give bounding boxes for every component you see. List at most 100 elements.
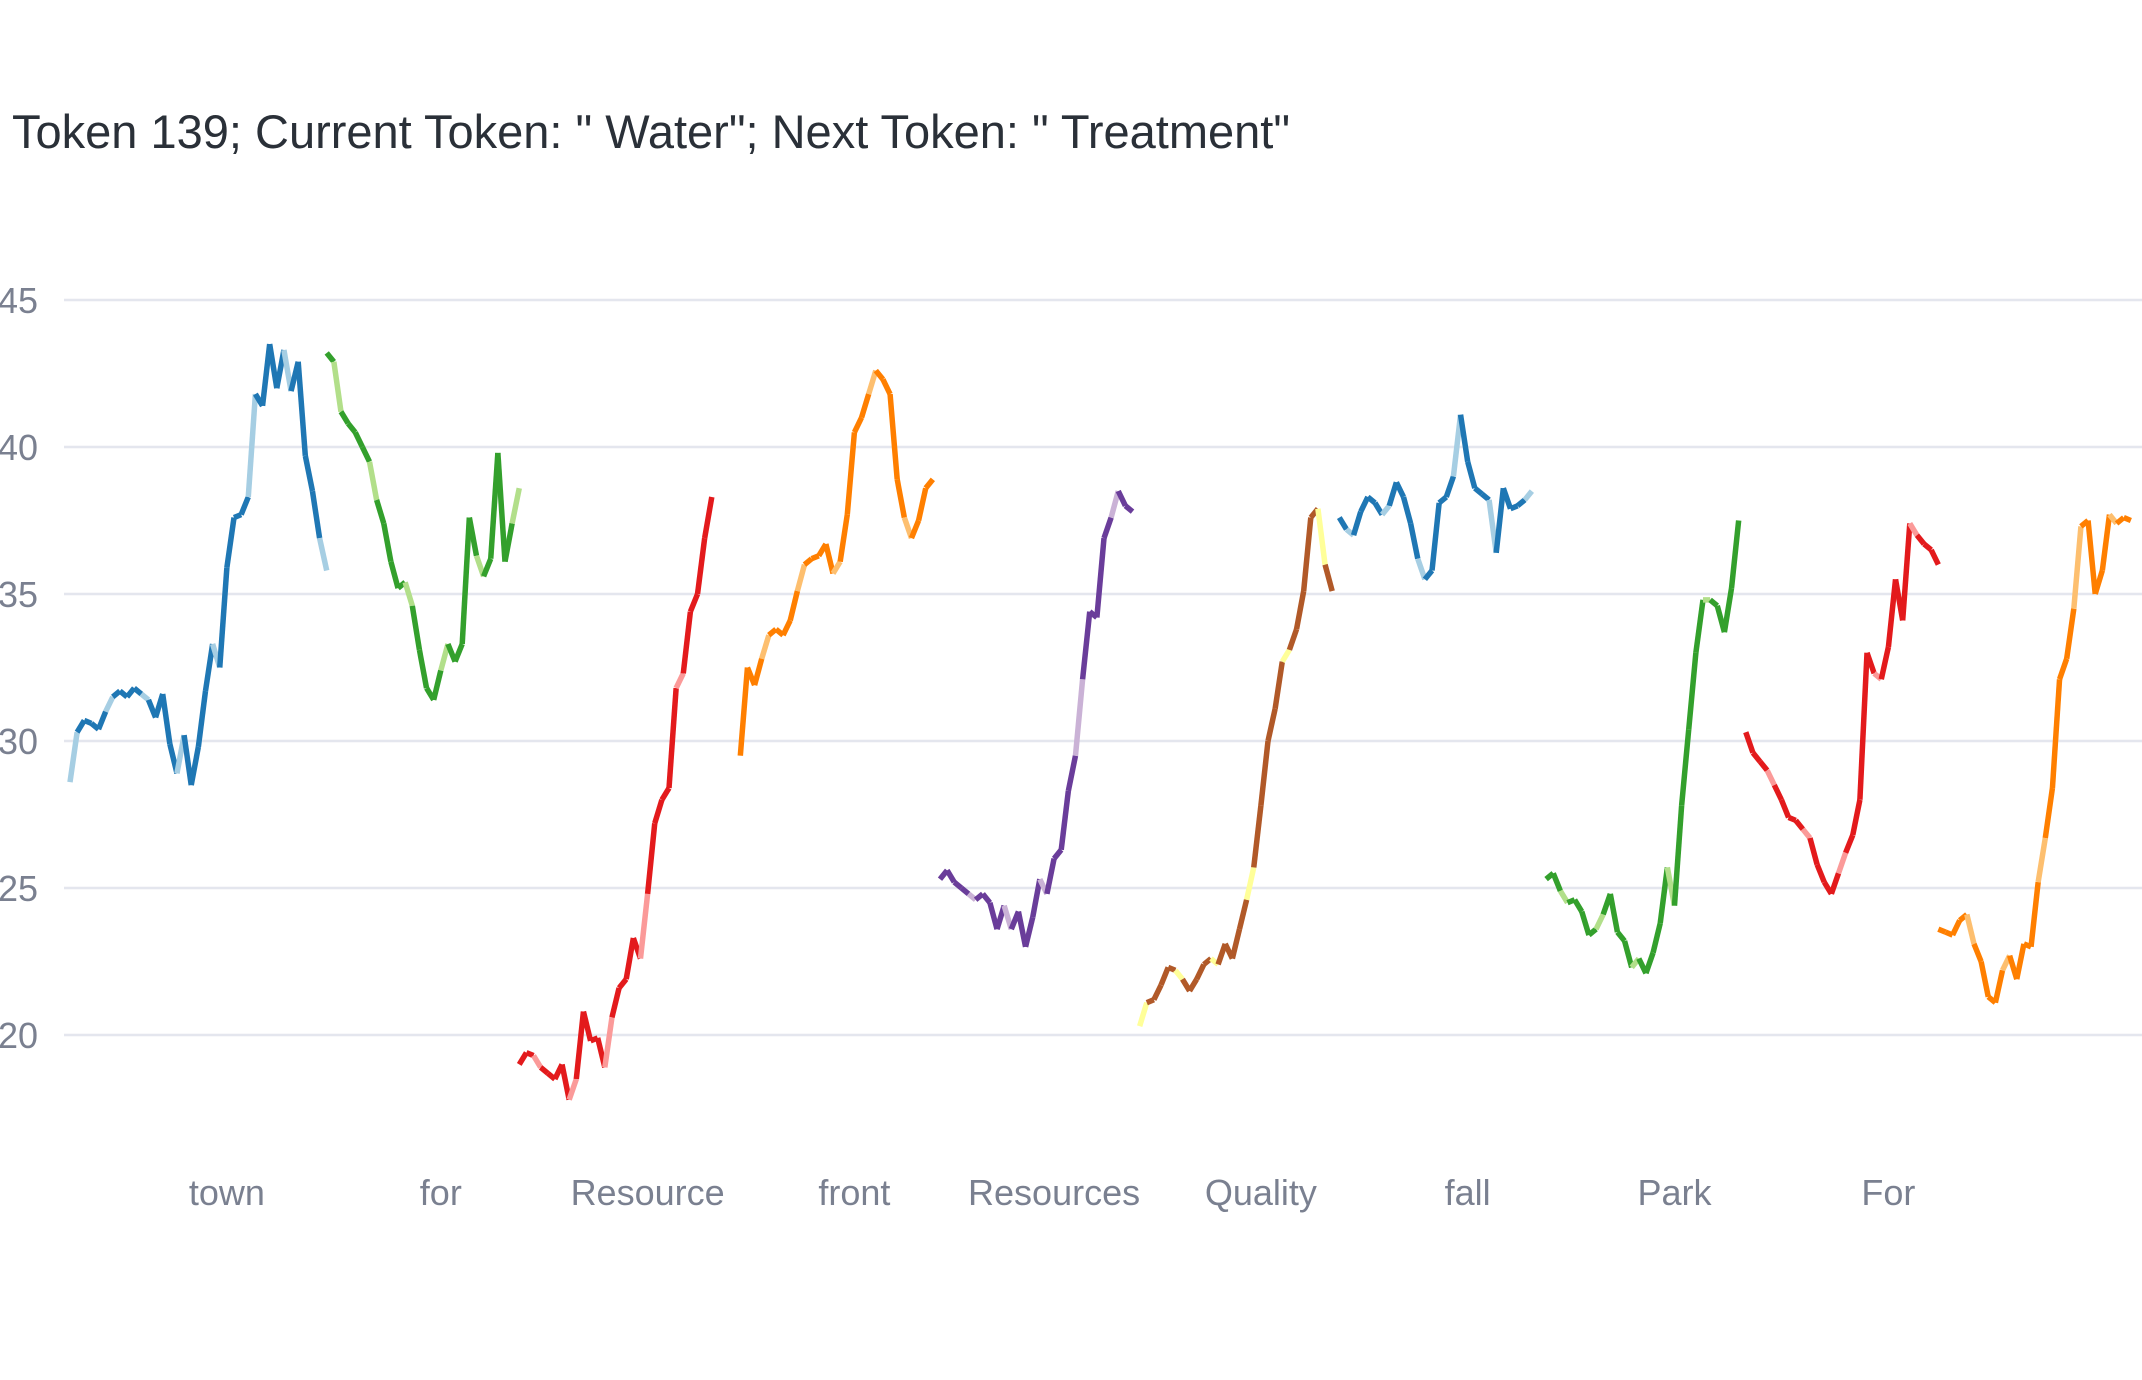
series-line <box>1743 522 1941 896</box>
line-segment <box>1022 916 1036 948</box>
line-segment <box>1158 966 1171 987</box>
line-segment <box>1251 805 1264 868</box>
line-segment <box>1173 968 1185 981</box>
line-segment <box>2071 526 2084 609</box>
line-segment <box>1787 814 1797 823</box>
line-segment <box>844 432 858 515</box>
line-segment <box>1757 759 1770 773</box>
series-line <box>1937 512 2132 1005</box>
line-segment <box>1771 783 1784 802</box>
line-segment <box>1108 490 1121 519</box>
line-segment <box>1928 548 1941 566</box>
series-line <box>937 489 1135 948</box>
line-segment <box>431 669 444 701</box>
line-segment <box>644 823 658 895</box>
line-segment <box>1907 522 1920 537</box>
line-segment <box>83 717 93 726</box>
line-segment <box>1550 872 1563 892</box>
line-segment <box>1465 460 1478 489</box>
line-segment <box>1194 963 1207 981</box>
x-tick-label: town <box>189 1172 265 1213</box>
x-tick-label: fall <box>1445 1172 1491 1213</box>
line-segment <box>1293 590 1307 630</box>
line-segment <box>459 517 473 645</box>
line-segment <box>1686 652 1699 730</box>
line-segment <box>894 478 908 519</box>
line-segment <box>195 690 209 748</box>
line-segment <box>1187 977 1200 993</box>
line-segment <box>1429 502 1442 571</box>
line-segment <box>159 693 173 745</box>
line-segment <box>858 393 872 419</box>
line-segment <box>1864 651 1877 675</box>
x-tick-label: Resource <box>571 1172 725 1213</box>
line-segment <box>1400 496 1414 525</box>
line-segment <box>2042 787 2056 839</box>
line-segment <box>74 718 87 734</box>
line-segment <box>1843 834 1856 854</box>
line-segment <box>2099 514 2113 571</box>
line-segment <box>1044 858 1057 895</box>
line-segment <box>1708 597 1720 608</box>
line-segment <box>1899 523 1913 621</box>
y-tick-label: 35 <box>0 574 38 615</box>
line-segment <box>1558 889 1570 905</box>
line-segment <box>794 563 808 592</box>
line-segment <box>1265 708 1278 742</box>
line-segment <box>525 1050 535 1059</box>
line-segment <box>1500 487 1514 510</box>
line-segment <box>1123 503 1135 514</box>
line-segment <box>202 643 216 692</box>
line-segment <box>759 634 772 660</box>
line-segment <box>1750 751 1763 764</box>
line-segment <box>1678 728 1692 806</box>
y-tick-label: 45 <box>0 280 38 321</box>
line-segment <box>1814 863 1827 884</box>
line-segment <box>566 1078 579 1101</box>
line-segment <box>1051 848 1064 861</box>
line-segment <box>538 1065 550 1076</box>
line-segment <box>873 368 886 382</box>
line-segment <box>1258 740 1271 806</box>
line-segment <box>1778 798 1792 819</box>
line-segment <box>1079 611 1093 680</box>
line-segment <box>830 560 843 575</box>
line-segment <box>188 746 202 786</box>
line-segment <box>1145 997 1155 1006</box>
line-segment <box>1473 486 1484 497</box>
line-segment <box>481 557 494 578</box>
line-segment <box>680 611 694 674</box>
line-segment <box>381 522 394 563</box>
line-segment <box>1650 922 1663 954</box>
line-segment <box>751 657 765 686</box>
line-segment <box>324 351 336 364</box>
line-segment <box>1415 557 1428 581</box>
line-segment <box>111 688 122 700</box>
line-segment <box>402 581 415 607</box>
line-segment <box>1202 956 1213 967</box>
line-segment <box>132 685 144 697</box>
line-segment <box>1493 487 1507 554</box>
line-segment <box>944 868 957 884</box>
line-segment <box>908 519 922 540</box>
line-segment <box>224 517 237 568</box>
line-segment <box>1322 563 1335 592</box>
x-axis-ticks: town for Resource front Resources Quality fall… <box>189 1172 1916 1213</box>
line-segment <box>1457 414 1471 463</box>
line-segment <box>1393 481 1406 499</box>
line-segment <box>787 590 801 622</box>
line-segment <box>1094 537 1107 618</box>
line-segment <box>1607 893 1621 933</box>
line-segment <box>1937 926 1947 935</box>
line-segment <box>438 643 451 672</box>
line-segment <box>810 553 820 562</box>
line-segment <box>1480 491 1491 503</box>
line-segment <box>959 885 971 897</box>
x-tick-label: for <box>420 1172 462 1213</box>
line-segment <box>1058 790 1072 851</box>
line-segment <box>67 731 80 783</box>
line-segment <box>659 786 672 802</box>
line-segment <box>1272 661 1285 710</box>
line-segment <box>980 892 993 905</box>
line-segment <box>495 452 508 562</box>
